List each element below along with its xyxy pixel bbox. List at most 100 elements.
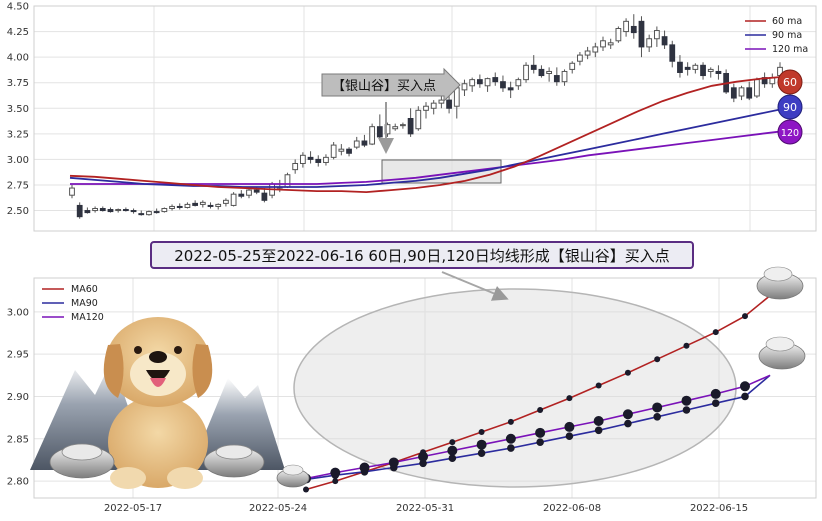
candle-body [315, 158, 322, 163]
candle-body [284, 174, 291, 188]
candle-body [215, 203, 222, 207]
bottom-point-ma120 [740, 381, 750, 392]
mascot-illustration [30, 317, 285, 489]
top-y-tick-label: 2.50 [7, 206, 29, 217]
bottom-y-tick-label: 3.00 [7, 307, 29, 318]
legend-label-ma120: MA120 [71, 312, 104, 323]
ma-line-chart: 2.80 2.85 2.90 2.95 3.00 2022-05-17 2022-05-2… [7, 266, 817, 514]
top-y-tick-label: 3.25 [7, 129, 29, 140]
candle-body [700, 64, 706, 77]
candle-body [423, 105, 429, 111]
candle-body [438, 99, 445, 104]
candle-body [592, 46, 599, 53]
bottom-point-ma90 [536, 438, 544, 446]
candle-body [253, 189, 260, 193]
candle-body [346, 148, 352, 154]
bottom-y-tick-label: 2.80 [7, 477, 29, 488]
candle-body [500, 81, 506, 89]
bottom-point-ma120 [418, 451, 429, 462]
candle-body [84, 210, 91, 214]
candle-body [107, 209, 114, 213]
candle-body [207, 204, 214, 207]
bottom-point-ma120 [622, 409, 633, 420]
bottom-point-ma90 [594, 426, 603, 435]
bottom-point-ma120 [710, 388, 721, 399]
bottom-y-tick-label: 2.85 [7, 434, 29, 445]
candle-body [669, 44, 676, 62]
badge-120-text: 120 [781, 128, 799, 139]
candle-body [538, 68, 545, 77]
bottom-point-ma90 [507, 444, 515, 452]
legend-label-60: 60 ma [772, 16, 802, 27]
silver-ingot-top-icon [756, 266, 804, 300]
dog-nose [149, 351, 167, 363]
candle-body [292, 163, 299, 171]
candle-body [569, 62, 576, 70]
candle-body [230, 193, 237, 206]
candle-body [338, 148, 345, 152]
dog-ear-right [192, 344, 213, 398]
bottom-point-ma90 [711, 399, 720, 408]
badge-60-text: 60 [783, 76, 797, 89]
bottom-ma-lines [301, 290, 777, 493]
candle-body [446, 99, 452, 109]
signal-label-arrow: 【银山谷】买入点 [321, 67, 461, 103]
candle-body [507, 87, 514, 91]
top-chart-grid [34, 6, 816, 231]
bottom-point-ma60 [654, 356, 661, 363]
bottom-point-ma90 [741, 392, 749, 401]
highlight-ellipse [293, 288, 737, 488]
banner: 2022-05-25至2022-06-16 60日,90日,120日均线形成【银… [150, 241, 694, 269]
candle-body [469, 79, 476, 87]
bottom-x-tick-label: 2022-05-31 [396, 503, 454, 514]
bottom-y-tick-label: 2.90 [7, 392, 29, 403]
candle-body [361, 140, 368, 146]
candle-body [199, 201, 206, 205]
bottom-point-ma90 [682, 406, 691, 414]
legend-label-ma60: MA60 [71, 284, 98, 295]
candle-body [561, 70, 568, 83]
badge-60 [777, 69, 803, 95]
bottom-point-ma90 [565, 432, 574, 441]
candle-body [376, 126, 383, 138]
top-y-axis: 2.50 2.75 3.00 3.25 3.50 3.75 4.00 4.25 4.50 [7, 2, 29, 218]
bottom-point-ma120 [593, 416, 604, 426]
top-line-ma90 [69, 107, 787, 188]
bottom-legend: MA60 MA90 MA120 [42, 284, 104, 323]
candle-body [138, 213, 145, 216]
bottom-point-ma60 [712, 329, 719, 336]
legend-label-ma90: MA90 [71, 298, 98, 309]
candle-body [553, 75, 560, 83]
silver-ingot-bottom-icon [758, 336, 806, 370]
bottom-y-axis: 2.80 2.85 2.90 2.95 3.00 [7, 307, 29, 487]
top-y-tick-label: 2.75 [7, 180, 29, 191]
candle-body [730, 87, 737, 99]
dog-body [108, 396, 208, 488]
legend-label-90: 90 ma [772, 30, 802, 41]
bottom-point-ma120 [330, 467, 341, 478]
candle-body [192, 202, 199, 206]
candle-body [684, 66, 691, 70]
candle-body [430, 102, 437, 109]
dog-eye-right [174, 346, 182, 354]
candle-body [738, 87, 745, 97]
candle-body [677, 61, 683, 73]
candle-body [530, 64, 537, 70]
candle-body [754, 79, 760, 97]
bottom-point-ma60 [507, 418, 514, 425]
candle-body [492, 77, 499, 83]
dog-paw-left [110, 467, 146, 489]
silver-ingot-right-illustration [203, 444, 265, 478]
candle-body [523, 64, 529, 81]
candle-body [146, 211, 152, 216]
banner-pointer-arrow [441, 271, 509, 301]
bottom-point-ma60 [742, 313, 748, 320]
candle-body [692, 64, 699, 70]
top-line-ma60 [69, 75, 787, 194]
bottom-point-ma60 [595, 382, 602, 389]
bottom-point-ma120 [505, 433, 516, 444]
candle-body [169, 205, 175, 209]
candle-body [476, 79, 483, 85]
bottom-point-ma90 [477, 449, 486, 457]
bottom-point-ma120 [681, 395, 692, 406]
